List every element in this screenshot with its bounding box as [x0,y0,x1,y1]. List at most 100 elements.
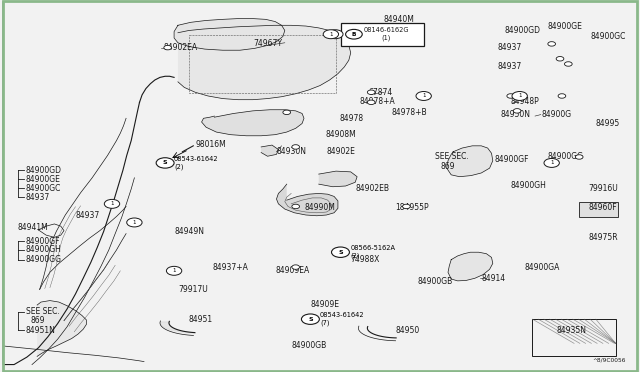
Polygon shape [202,110,304,136]
Bar [532,319,616,356]
Text: 84900GG: 84900GG [548,153,584,161]
Text: 74988X: 74988X [351,255,380,264]
Text: 08543-61642
(2): 08543-61642 (2) [174,156,219,170]
Circle shape [164,45,172,50]
Text: 84978+B: 84978+B [392,108,428,117]
Circle shape [323,30,339,39]
Text: 84909EA: 84909EA [275,266,310,275]
Polygon shape [276,184,338,216]
Text: B: B [352,32,356,37]
FancyBboxPatch shape [341,23,424,46]
Circle shape [346,29,362,39]
Text: ^8/9C0056: ^8/9C0056 [593,357,626,363]
Text: 84900GF: 84900GF [26,237,60,246]
Text: 84950N: 84950N [500,110,531,119]
Text: 84949N: 84949N [174,227,204,236]
Text: 84941M: 84941M [18,223,49,232]
Text: 98016M: 98016M [195,140,226,149]
Circle shape [416,92,431,100]
Text: 67874: 67874 [369,88,393,97]
Text: 84900GC: 84900GC [26,184,61,193]
Circle shape [544,158,559,167]
Text: 84950: 84950 [396,326,420,335]
Text: SEE SEC.: SEE SEC. [435,153,469,161]
Text: 08543-61642
(7): 08543-61642 (7) [320,312,365,326]
Circle shape [575,155,583,159]
Text: 869: 869 [31,316,45,325]
Text: 84908M: 84908M [325,130,356,139]
Circle shape [367,100,375,105]
Circle shape [156,158,174,168]
Text: 84960F: 84960F [589,203,618,212]
Bar [579,202,618,217]
Circle shape [166,266,182,275]
Text: 84937: 84937 [498,62,522,71]
Text: 84951N: 84951N [26,326,56,335]
Text: 1: 1 [550,160,554,166]
Polygon shape [37,301,86,356]
Text: 84978+A: 84978+A [360,97,396,106]
Circle shape [367,90,375,94]
Circle shape [564,62,572,66]
Text: SEE SEC.: SEE SEC. [26,307,60,316]
Text: 1: 1 [422,93,426,99]
Text: 184955P: 184955P [396,203,429,212]
Text: 79917U: 79917U [178,285,207,294]
Text: 1: 1 [110,201,114,206]
Text: 84914: 84914 [481,274,506,283]
Text: 84902E: 84902E [326,147,355,156]
Text: 1: 1 [329,32,333,37]
Text: 84951: 84951 [189,315,213,324]
Circle shape [127,218,142,227]
Text: 84900GB: 84900GB [291,341,326,350]
Text: 84937: 84937 [76,211,100,219]
Circle shape [292,265,300,269]
Text: 79916U: 79916U [589,185,618,193]
Text: 84900GA: 84900GA [525,263,560,272]
Circle shape [548,42,556,46]
Text: 84900GF: 84900GF [494,155,529,164]
Text: 1: 1 [132,220,136,225]
Text: 84948P: 84948P [511,97,540,106]
Polygon shape [448,252,493,281]
Polygon shape [447,146,493,177]
Text: 1: 1 [172,268,176,273]
Text: 84900G: 84900G [541,110,572,119]
Circle shape [104,199,120,208]
Circle shape [403,204,410,209]
Text: 08146-6162G
(1): 08146-6162G (1) [364,28,409,41]
Text: 84902EA: 84902EA [163,43,197,52]
Text: 84990M: 84990M [305,203,335,212]
Circle shape [301,314,319,324]
Text: 1: 1 [333,32,337,37]
Text: 84900GE: 84900GE [26,175,60,184]
Text: 84900GE: 84900GE [548,22,582,31]
Circle shape [292,204,300,209]
Text: 84935N: 84935N [557,326,587,335]
Text: 84937+A: 84937+A [212,263,248,272]
Text: 84900GG: 84900GG [26,255,61,264]
Circle shape [556,57,564,61]
Circle shape [328,30,343,39]
Text: 84975R: 84975R [589,233,618,242]
Text: 74967Y: 74967Y [253,39,282,48]
Polygon shape [178,25,351,100]
Circle shape [513,109,521,113]
Text: 84900GC: 84900GC [590,32,625,41]
Text: 84902EB: 84902EB [355,185,389,193]
Circle shape [292,145,300,149]
Text: 84900GD: 84900GD [504,26,540,35]
Circle shape [558,94,566,98]
Text: 84909E: 84909E [310,300,339,309]
Text: 84937: 84937 [26,193,50,202]
Text: S: S [308,317,313,322]
Circle shape [512,92,527,100]
Text: 84900GH: 84900GH [511,181,547,190]
Text: 08566-5162A
(2): 08566-5162A (2) [351,246,396,259]
Text: S: S [163,160,168,166]
Circle shape [507,94,515,98]
Polygon shape [174,19,285,50]
Text: 1: 1 [518,93,522,99]
Circle shape [332,247,349,257]
Text: S: S [338,250,343,255]
